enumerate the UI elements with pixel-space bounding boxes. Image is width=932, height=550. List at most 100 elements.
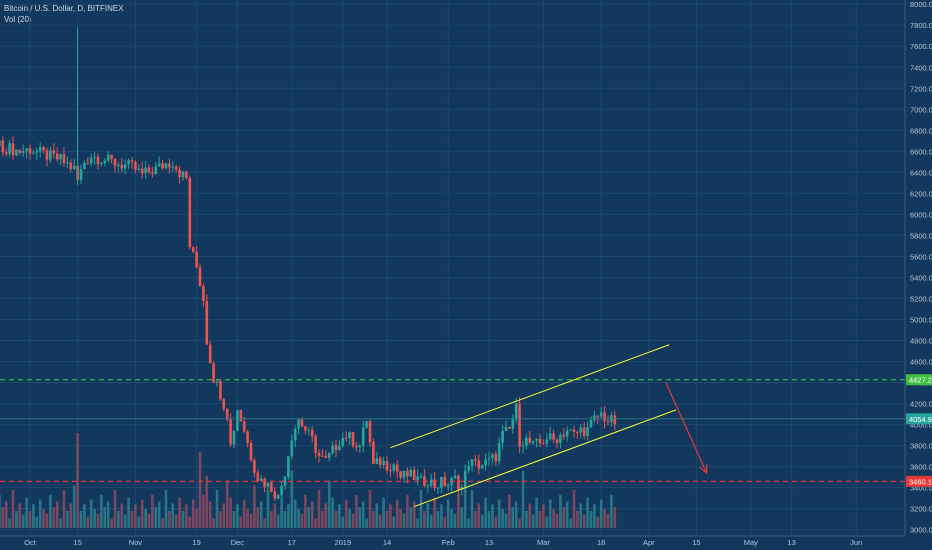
volume-bar — [256, 507, 260, 528]
volume-bar — [406, 494, 409, 528]
channel-lower-line[interactable] — [414, 409, 677, 508]
price-axis[interactable]: 3000.0 3200.0 3400.0 3600.0 3800.0 4000.0 4200… — [910, 0, 932, 534]
volume-bar — [596, 516, 600, 528]
volume-bar — [593, 504, 596, 528]
volume-bar — [538, 510, 542, 528]
volume-bar — [290, 471, 294, 528]
candle-body — [110, 154, 113, 160]
candle-body — [72, 165, 76, 170]
volume-bar — [409, 507, 413, 528]
candle-body — [300, 419, 304, 427]
volume-bar — [83, 504, 86, 528]
volume-bar — [382, 497, 385, 528]
candle-body — [212, 363, 215, 383]
volume-bar — [480, 514, 484, 528]
volume-bar — [76, 433, 79, 528]
current-price-tag — [906, 413, 932, 425]
candle-body — [185, 171, 188, 178]
candle-body — [565, 430, 569, 437]
candle-body — [290, 440, 294, 457]
candle-body — [535, 438, 538, 441]
volume-bar — [528, 503, 532, 528]
candle-body — [470, 459, 474, 466]
candle-body — [229, 419, 232, 445]
price-tick-label: 5000.0 — [910, 315, 932, 324]
candle-body — [0, 140, 1, 147]
candle-body — [429, 479, 433, 486]
price-tick-label: 5400.0 — [910, 273, 932, 282]
time-tick-label: Jun — [850, 538, 862, 547]
volume-bar — [378, 514, 382, 528]
volume-bar — [4, 501, 8, 528]
candle-body — [579, 427, 583, 433]
candle-body — [103, 160, 107, 163]
candle-body — [21, 151, 25, 153]
candle-body — [35, 151, 39, 153]
volume-bar — [174, 514, 178, 528]
volume-bar — [582, 514, 586, 528]
candle-body — [484, 459, 487, 466]
candle-body — [276, 495, 280, 499]
candle-body — [395, 464, 399, 472]
candle-body — [134, 161, 137, 170]
price-tick-label: 6200.0 — [910, 189, 932, 198]
time-axis[interactable]: Oct 15 Nov 19 Dec 17 2019 14 Feb 13 Mar 18 Apr 15 May 1… — [24, 538, 862, 547]
candle-body — [28, 148, 32, 154]
volume-bar — [436, 510, 440, 528]
price-tick-label: 7400.0 — [910, 63, 932, 72]
volume-bar — [246, 509, 249, 528]
candle-body — [15, 149, 18, 156]
volume-bar — [358, 507, 362, 528]
candle-body — [375, 458, 379, 464]
volume-bar — [236, 504, 239, 528]
candle-body — [576, 431, 579, 433]
candle-body — [321, 455, 324, 457]
volume-bar — [161, 518, 164, 528]
price-tick-label: 3000.0 — [910, 526, 932, 535]
volume-bar — [385, 510, 389, 528]
volume-indicator-label[interactable]: Vol (20) — [4, 15, 32, 24]
candle-body — [168, 163, 171, 168]
volume-bar — [521, 471, 525, 528]
volume-bar — [433, 497, 436, 528]
candle-body — [412, 469, 416, 481]
candle-body — [378, 458, 382, 466]
volume-bar — [372, 510, 375, 528]
candle-body — [266, 482, 270, 487]
candle-body — [406, 470, 409, 477]
volume-bar — [501, 509, 504, 528]
candle-body — [582, 427, 586, 436]
candle-body — [140, 168, 144, 174]
volume-bar — [348, 509, 351, 528]
volume-bar — [198, 452, 202, 528]
candle-body — [123, 164, 127, 169]
volume-bar — [477, 503, 481, 528]
projection-arrow-shaft[interactable] — [665, 382, 708, 474]
candle-body — [38, 147, 42, 152]
candle-body — [511, 419, 515, 429]
volume-bar — [314, 518, 317, 528]
candle-body — [545, 439, 549, 444]
volume-bar — [440, 504, 443, 528]
candle-body — [538, 438, 542, 444]
candle-body — [416, 476, 419, 481]
candle-body — [93, 156, 96, 158]
candle-body — [613, 415, 617, 425]
volume-bar — [212, 518, 215, 528]
drawings[interactable] — [0, 344, 905, 508]
price-tick-label: 7600.0 — [910, 42, 932, 51]
chart-grid — [0, 0, 905, 536]
time-tick-label: Oct — [24, 538, 37, 547]
volume-bar — [100, 494, 103, 528]
candle-body — [446, 485, 450, 487]
time-tick-label: 13 — [787, 538, 795, 547]
candle-body — [572, 429, 576, 432]
candle-body — [222, 399, 226, 409]
volume-bar — [225, 480, 229, 528]
channel-upper-line[interactable] — [390, 344, 670, 449]
candle-body — [521, 445, 525, 447]
volume-bar — [253, 485, 256, 528]
candle-body — [246, 431, 249, 443]
price-tick-label: 3200.0 — [910, 505, 932, 514]
